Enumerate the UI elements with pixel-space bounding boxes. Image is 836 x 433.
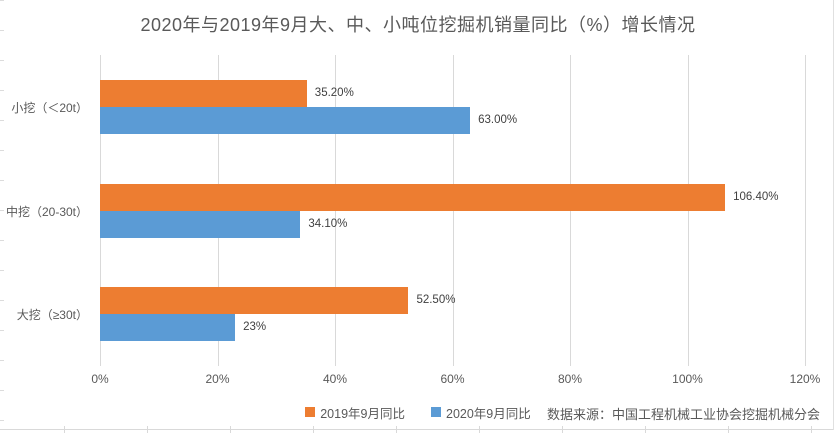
- gridline-40pct: [335, 55, 336, 366]
- y-axis-category-labels: 小挖（＜20t） 中挖（20-30t） 大挖（≥30t）: [0, 55, 88, 366]
- legend-item-y2019: 2019年9月同比: [305, 403, 405, 422]
- x-tick-label: 60%: [440, 372, 465, 386]
- bar-value-label-y2020-large-excavator: 23%: [243, 321, 267, 334]
- bar-y2019-large-excavator: [100, 287, 409, 315]
- legend-label-y2020: 2020年9月同比: [446, 406, 531, 421]
- bar-value-label-y2019-large-excavator: 52.50%: [416, 294, 456, 307]
- plot-area: 35.20% 63.00% 106.40% 34.10% 52.50% 23%: [100, 55, 806, 366]
- spreadsheet-row-gridline-stubs: [0, 0, 4, 429]
- x-tick-label: 100%: [672, 372, 703, 386]
- x-tick-label: 120%: [789, 372, 821, 386]
- bar-y2020-large-excavator: [100, 314, 236, 342]
- gridline-120pct: [805, 55, 806, 366]
- legend-swatch-y2020: [431, 407, 441, 417]
- legend-label-y2019: 2019年9月同比: [320, 406, 405, 421]
- bar-value-label-y2020-small-excavator: 63.00%: [478, 113, 518, 126]
- spreadsheet-right-gridline: [833, 0, 834, 430]
- gridline-80pct: [570, 55, 571, 366]
- gridline-60pct: [452, 55, 454, 366]
- chart-title: 2020年与2019年9月大、中、小吨位挖掘机销量同比（%）增长情况: [140, 15, 696, 35]
- data-source-note: 数据来源：中国工程机械工业协会挖掘机械分会: [546, 407, 820, 422]
- spreadsheet-column-gridline-stubs: [64, 426, 836, 433]
- x-tick-label: 40%: [322, 372, 348, 386]
- legend-swatch-y2019: [305, 407, 316, 417]
- x-tick-label: 0%: [91, 372, 109, 386]
- x-tick-label: 80%: [557, 372, 583, 386]
- gridline-100pct: [687, 55, 689, 366]
- bar-value-label-y2019-medium-excavator: 106.40%: [733, 190, 779, 203]
- category-label-large-excavator: 大挖（≥30t）: [16, 308, 88, 323]
- category-label-medium-excavator: 中挖（20-30t）: [5, 204, 88, 219]
- legend-item-y2020: 2020年9月同比: [431, 403, 531, 422]
- bar-y2020-medium-excavator: [100, 210, 301, 238]
- bar-y2019-medium-excavator: [100, 183, 726, 211]
- bar-y2019-small-excavator: [100, 79, 307, 107]
- bar-value-label-y2020-medium-excavator: 34.10%: [308, 217, 348, 230]
- bar-value-label-y2019-small-excavator: 35.20%: [314, 86, 354, 99]
- bar-y2020-small-excavator: [100, 106, 471, 134]
- category-label-small-excavator: 小挖（＜20t）: [11, 100, 88, 115]
- x-tick-label: 20%: [205, 372, 230, 386]
- legend: 2019年9月同比 2020年9月同比: [0, 403, 836, 421]
- x-axis-tick-labels: 0% 20% 40% 60% 80% 100% 120%: [91, 372, 820, 388]
